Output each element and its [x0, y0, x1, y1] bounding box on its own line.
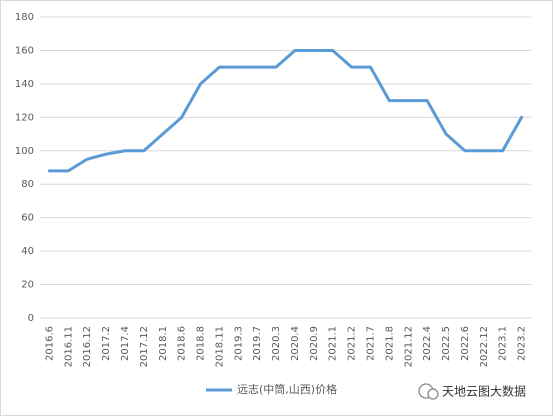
x-tick-label: 2016.11	[63, 326, 74, 367]
x-tick-label: 2016.12	[82, 326, 93, 367]
y-tick-label: 20	[21, 280, 34, 291]
y-tick-label: 100	[15, 146, 34, 157]
y-tick-label: 120	[15, 112, 34, 123]
x-tick-label: 2019.7	[252, 326, 263, 361]
x-tick-label: 2020.3	[271, 326, 282, 361]
x-tick-label: 2021.12	[403, 326, 414, 367]
x-tick-label: 2017.2	[101, 326, 112, 361]
x-tick-label: 2021.8	[384, 326, 395, 361]
x-tick-label: 2023.2	[517, 326, 528, 361]
x-tick-label: 2020.4	[290, 326, 301, 361]
x-tick-label: 2018.1	[158, 326, 169, 361]
x-tick-label: 2018.11	[214, 326, 225, 367]
legend-label: 远志(中筒,山西)价格	[237, 382, 337, 396]
x-tick-label: 2019.3	[233, 326, 244, 361]
line	[47, 48, 524, 173]
y-tick-label: 140	[15, 79, 34, 90]
x-tick-label: 2017.12	[139, 326, 150, 367]
x-tick-label: 2021.7	[365, 326, 376, 361]
watermark: 天地云图大数据	[418, 383, 526, 400]
x-tick-label: 2021.1	[328, 326, 339, 361]
y-tick-label: 180	[15, 12, 34, 23]
x-tick-label: 2017.4	[120, 326, 131, 361]
watermark-icon	[427, 388, 439, 400]
x-tick-label: 2018.6	[177, 326, 188, 361]
x-tick-label: 2021.2	[347, 326, 358, 361]
y-tick-label: 80	[21, 179, 34, 190]
x-tick-label: 2022.6	[460, 326, 471, 361]
x-tick-label: 2023.1	[498, 326, 509, 361]
x-tick-label: 2020.9	[309, 326, 320, 361]
y-tick-label: 160	[15, 45, 34, 56]
y-tick-label: 60	[21, 213, 34, 224]
x-tick-label: 2022.4	[422, 326, 433, 361]
x-tick-label: 2022.5	[441, 326, 452, 361]
watermark-text: 天地云图大数据	[442, 384, 526, 399]
y-tick-label: 40	[21, 246, 34, 257]
x-tick-label: 2022.12	[479, 326, 490, 367]
x-tick-label: 2016.6	[44, 326, 55, 361]
y-tick-label: 0	[28, 313, 34, 324]
x-tick-label: 2018.8	[196, 326, 207, 361]
